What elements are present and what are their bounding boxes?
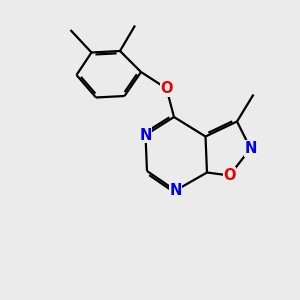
Text: O: O xyxy=(160,81,173,96)
Text: N: N xyxy=(139,128,152,142)
Text: N: N xyxy=(244,141,257,156)
Text: O: O xyxy=(223,168,236,183)
Text: N: N xyxy=(169,183,182,198)
